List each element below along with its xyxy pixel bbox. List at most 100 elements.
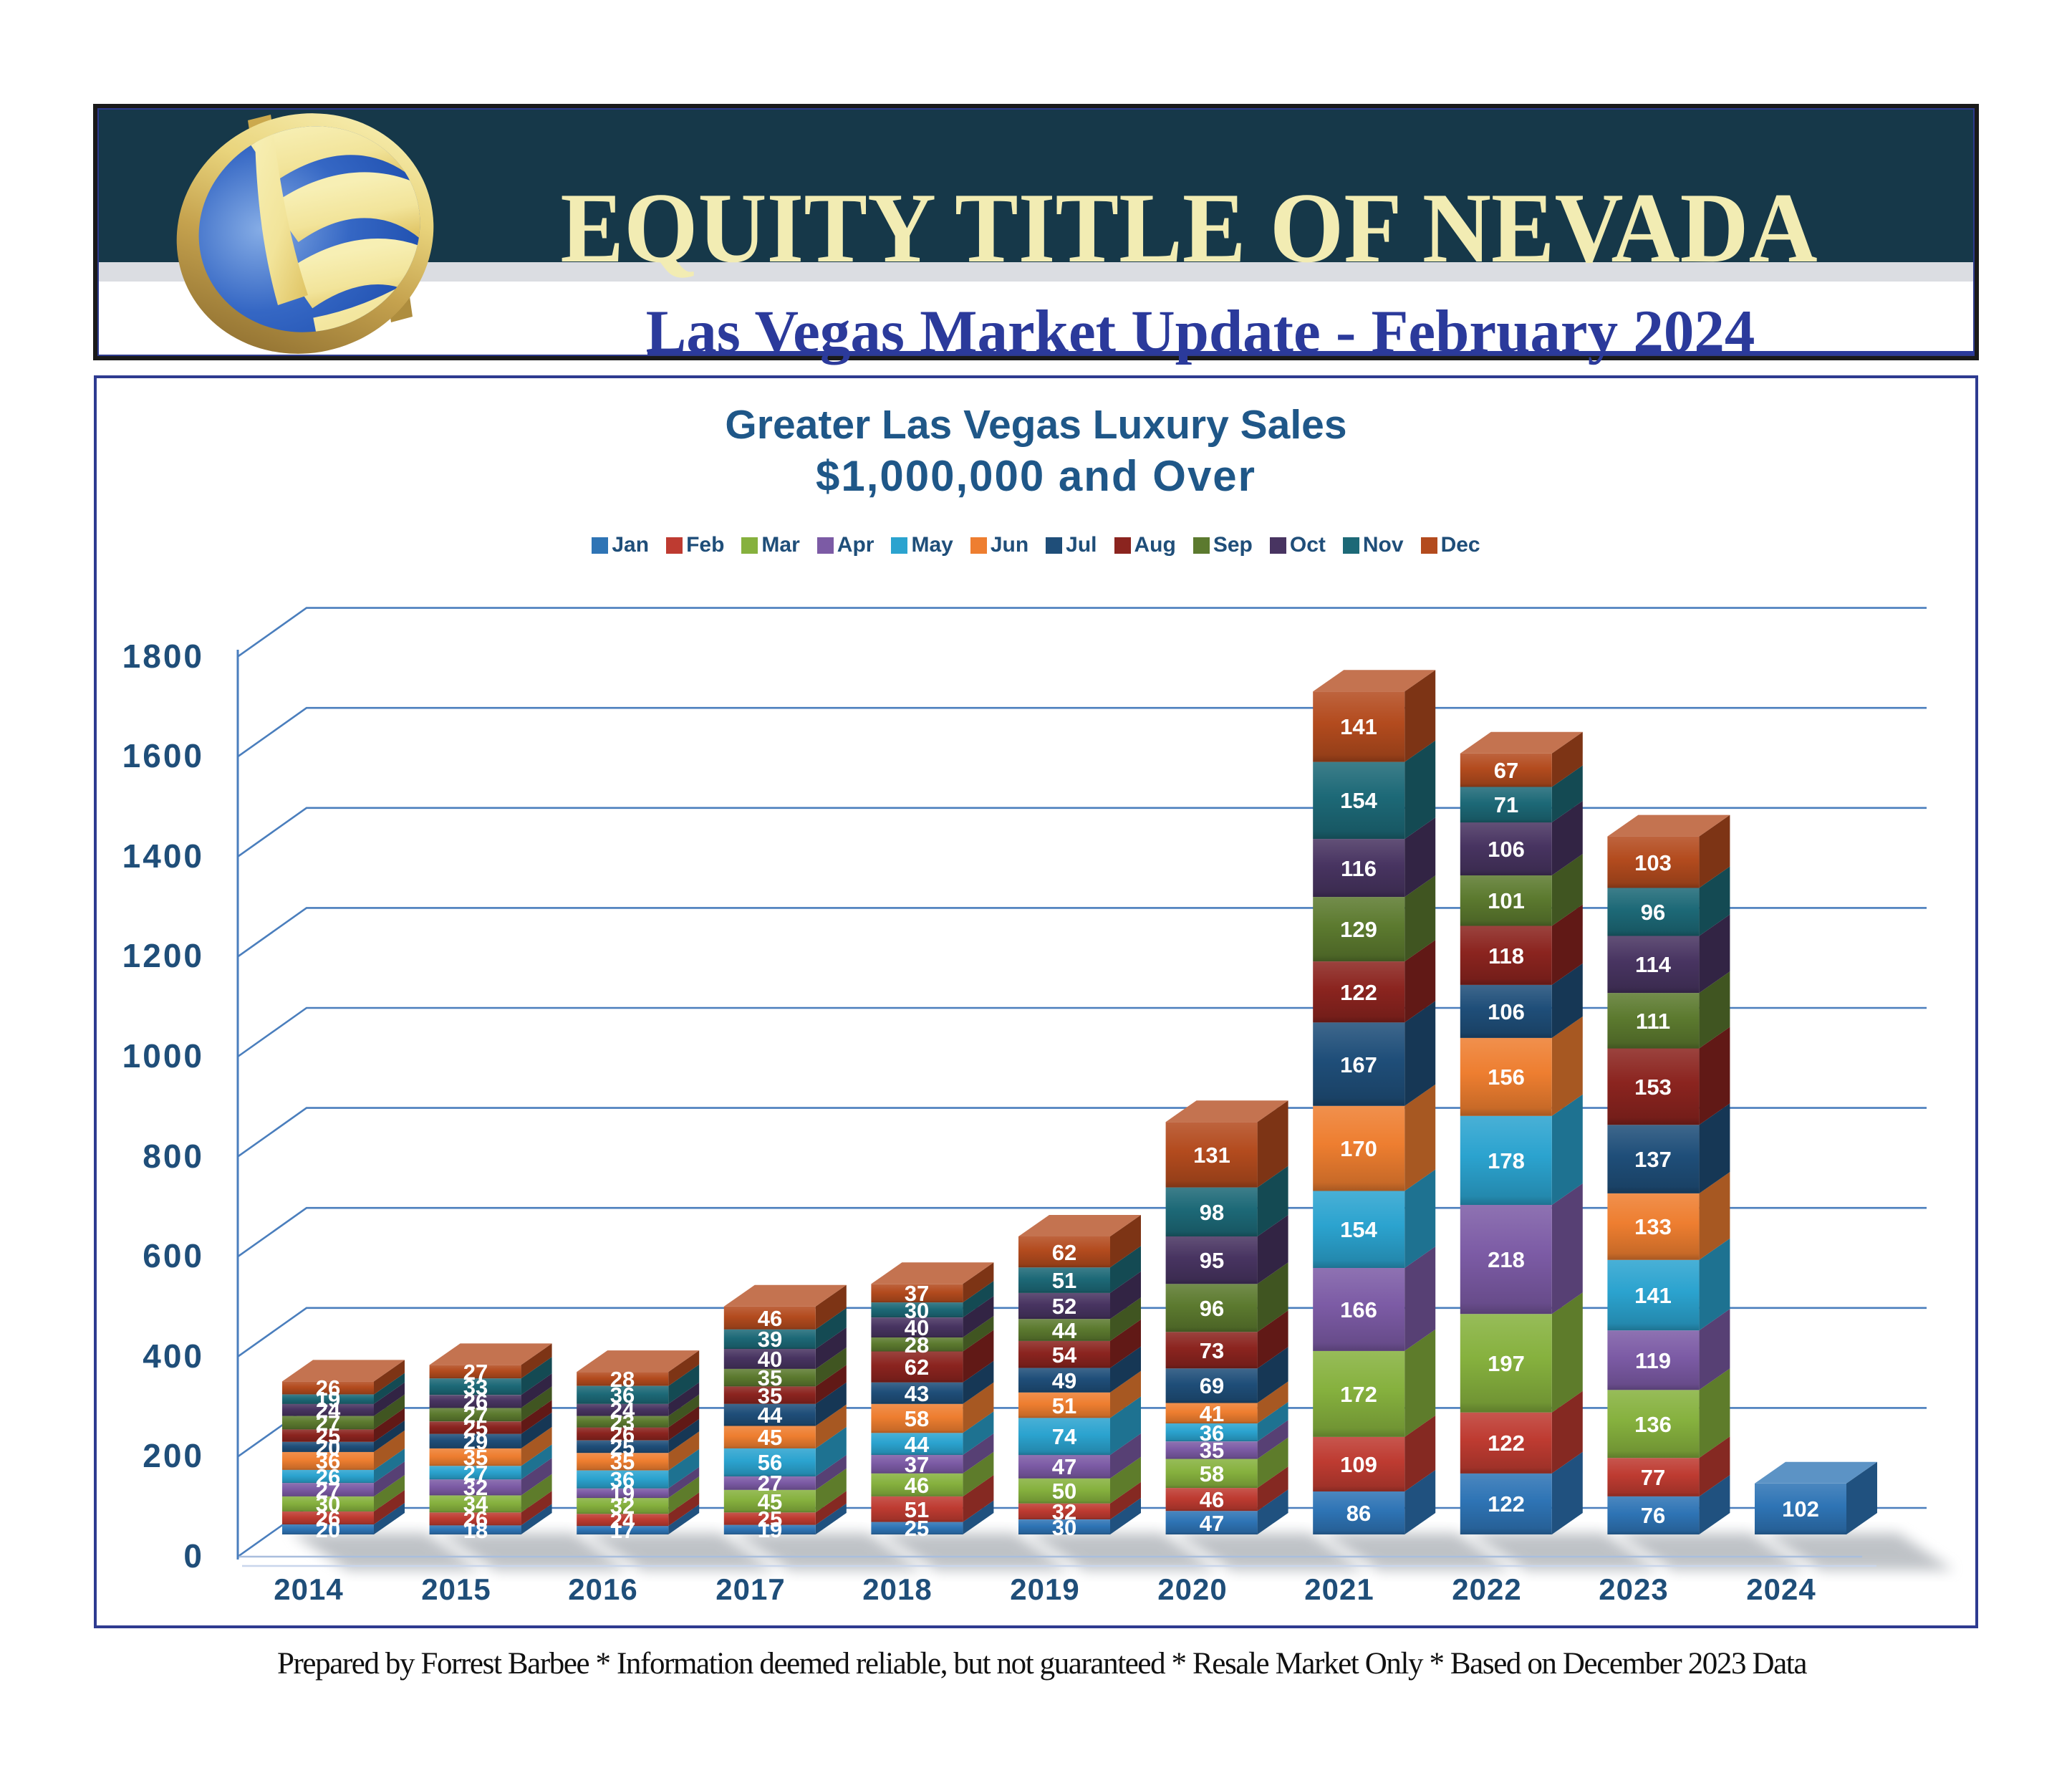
svg-text:106: 106 <box>1488 999 1525 1024</box>
svg-text:218: 218 <box>1488 1247 1525 1272</box>
svg-text:2022: 2022 <box>1452 1572 1521 1606</box>
svg-text:133: 133 <box>1634 1214 1672 1239</box>
svg-text:197: 197 <box>1488 1351 1525 1376</box>
svg-text:58: 58 <box>1200 1461 1224 1486</box>
svg-text:2016: 2016 <box>568 1572 637 1606</box>
svg-text:34: 34 <box>463 1491 488 1517</box>
svg-text:30: 30 <box>905 1298 929 1323</box>
svg-text:28: 28 <box>905 1332 929 1357</box>
svg-text:2017: 2017 <box>715 1572 785 1606</box>
svg-text:0: 0 <box>183 1537 204 1575</box>
svg-text:76: 76 <box>1641 1503 1665 1528</box>
svg-text:96: 96 <box>1641 900 1665 925</box>
svg-text:37: 37 <box>905 1281 929 1306</box>
svg-text:52: 52 <box>1052 1294 1076 1319</box>
svg-text:141: 141 <box>1340 714 1377 739</box>
svg-text:137: 137 <box>1634 1147 1672 1172</box>
svg-text:46: 46 <box>758 1306 782 1331</box>
svg-text:71: 71 <box>1494 792 1518 817</box>
svg-text:58: 58 <box>905 1406 929 1431</box>
svg-text:2015: 2015 <box>421 1572 491 1606</box>
svg-text:1600: 1600 <box>122 737 204 774</box>
svg-text:40: 40 <box>758 1347 782 1372</box>
svg-text:2021: 2021 <box>1304 1572 1374 1606</box>
svg-text:86: 86 <box>1346 1501 1371 1526</box>
svg-text:26: 26 <box>463 1389 488 1414</box>
svg-text:17: 17 <box>610 1518 635 1543</box>
svg-text:47: 47 <box>1052 1454 1076 1479</box>
svg-text:102: 102 <box>1782 1496 1819 1522</box>
svg-text:26: 26 <box>316 1464 340 1489</box>
svg-text:154: 154 <box>1340 1217 1377 1242</box>
svg-text:44: 44 <box>1052 1318 1077 1343</box>
svg-text:153: 153 <box>1634 1075 1672 1100</box>
svg-text:28: 28 <box>610 1367 635 1392</box>
svg-text:44: 44 <box>758 1403 783 1428</box>
svg-text:18: 18 <box>463 1518 488 1543</box>
svg-text:103: 103 <box>1634 850 1672 875</box>
svg-text:2024: 2024 <box>1746 1572 1816 1606</box>
svg-text:37: 37 <box>905 1452 929 1477</box>
svg-text:19: 19 <box>316 1387 340 1412</box>
svg-text:30: 30 <box>316 1491 340 1517</box>
svg-text:119: 119 <box>1635 1348 1671 1373</box>
svg-text:200: 200 <box>143 1437 204 1474</box>
svg-text:136: 136 <box>1634 1412 1672 1437</box>
svg-text:141: 141 <box>1634 1283 1672 1308</box>
svg-text:122: 122 <box>1488 1491 1525 1517</box>
svg-text:156: 156 <box>1488 1065 1525 1090</box>
svg-text:35: 35 <box>610 1449 635 1474</box>
svg-text:27: 27 <box>463 1403 488 1428</box>
svg-text:98: 98 <box>1200 1200 1224 1225</box>
svg-text:62: 62 <box>905 1355 929 1380</box>
svg-text:1400: 1400 <box>122 837 204 875</box>
svg-text:167: 167 <box>1340 1052 1377 1077</box>
svg-text:32: 32 <box>610 1494 635 1519</box>
svg-text:25: 25 <box>316 1423 340 1448</box>
svg-text:27: 27 <box>463 1360 488 1385</box>
svg-text:56: 56 <box>758 1450 782 1475</box>
svg-text:25: 25 <box>905 1516 929 1541</box>
svg-text:20: 20 <box>316 1517 340 1542</box>
svg-text:51: 51 <box>1052 1393 1076 1418</box>
svg-text:118: 118 <box>1488 943 1524 969</box>
svg-text:35: 35 <box>758 1365 782 1390</box>
svg-text:2020: 2020 <box>1157 1572 1227 1606</box>
svg-text:54: 54 <box>1052 1342 1077 1368</box>
svg-text:26: 26 <box>316 1375 340 1400</box>
svg-text:39: 39 <box>758 1327 782 1352</box>
svg-text:1000: 1000 <box>122 1037 204 1075</box>
svg-text:24: 24 <box>316 1398 341 1423</box>
svg-text:62: 62 <box>1052 1240 1076 1265</box>
svg-text:170: 170 <box>1340 1136 1377 1161</box>
svg-text:25: 25 <box>610 1435 635 1460</box>
svg-text:36: 36 <box>610 1467 635 1492</box>
svg-text:96: 96 <box>1200 1296 1224 1321</box>
svg-text:116: 116 <box>1341 856 1377 881</box>
svg-text:32: 32 <box>463 1475 488 1500</box>
svg-text:36: 36 <box>1200 1421 1224 1446</box>
svg-text:27: 27 <box>463 1461 488 1486</box>
svg-text:154: 154 <box>1340 788 1377 813</box>
svg-text:19: 19 <box>758 1517 782 1542</box>
svg-text:50: 50 <box>1052 1479 1076 1504</box>
svg-text:40: 40 <box>905 1315 929 1340</box>
svg-text:29: 29 <box>463 1429 488 1454</box>
svg-text:2023: 2023 <box>1599 1572 1668 1606</box>
svg-text:109: 109 <box>1340 1452 1377 1477</box>
svg-text:47: 47 <box>1200 1511 1224 1536</box>
svg-text:36: 36 <box>316 1448 340 1474</box>
svg-text:45: 45 <box>758 1489 782 1514</box>
svg-text:122: 122 <box>1488 1431 1525 1456</box>
svg-text:19: 19 <box>610 1481 635 1506</box>
svg-text:26: 26 <box>610 1422 635 1447</box>
svg-text:400: 400 <box>143 1337 204 1375</box>
svg-text:46: 46 <box>905 1473 929 1498</box>
svg-text:36: 36 <box>610 1383 635 1408</box>
svg-text:2019: 2019 <box>1010 1572 1079 1606</box>
svg-text:111: 111 <box>1636 1009 1670 1034</box>
svg-text:129: 129 <box>1340 917 1377 942</box>
svg-text:77: 77 <box>1641 1465 1665 1490</box>
svg-text:95: 95 <box>1200 1248 1224 1273</box>
svg-text:800: 800 <box>143 1138 204 1175</box>
